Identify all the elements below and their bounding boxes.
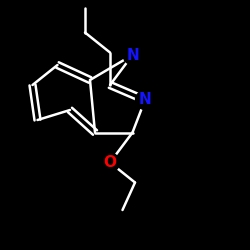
Circle shape <box>136 90 154 110</box>
Text: N: N <box>138 92 151 108</box>
Circle shape <box>100 153 119 172</box>
Text: N: N <box>126 48 139 62</box>
Text: O: O <box>104 155 117 170</box>
Circle shape <box>123 46 142 64</box>
